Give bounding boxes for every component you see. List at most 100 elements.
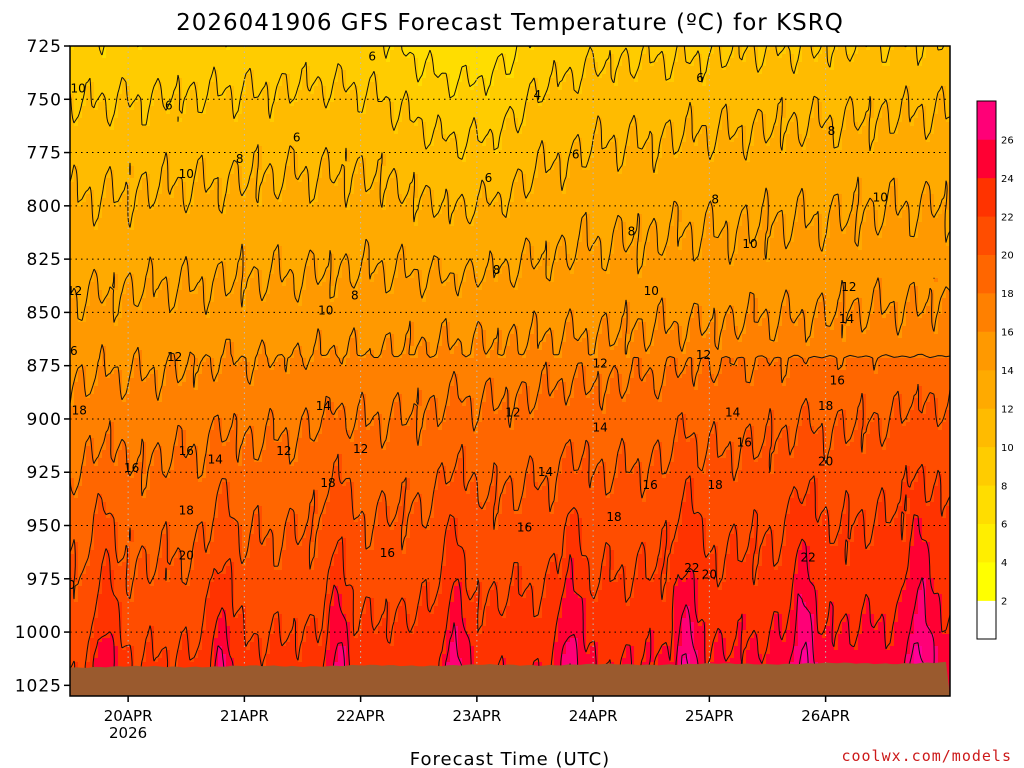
band-cell (306, 130, 311, 135)
band-cell (402, 54, 407, 59)
band-cell (610, 50, 615, 55)
band-cell (354, 94, 359, 99)
band-cell (430, 78, 435, 83)
band-cell (210, 86, 215, 91)
band-cell (606, 66, 611, 71)
band-cell (362, 82, 367, 87)
band-cell (810, 78, 815, 83)
band-cell (302, 102, 307, 107)
band-cell (338, 106, 343, 111)
band-cell (770, 102, 775, 107)
band-cell (106, 82, 111, 87)
band-cell (134, 54, 139, 59)
band-cell (662, 134, 667, 139)
band-cell (678, 74, 683, 79)
band-cell (882, 114, 887, 119)
band-cell (262, 90, 267, 95)
band-cell (230, 78, 235, 83)
band-cell (614, 106, 619, 111)
band-cell (902, 70, 907, 75)
band-cell (802, 74, 807, 79)
band-cell (138, 46, 143, 51)
band-cell (390, 54, 395, 59)
band-cell (262, 66, 267, 71)
band-cell (874, 66, 879, 71)
band-cell (638, 122, 643, 127)
band-cell (846, 82, 851, 87)
band-cell (698, 110, 703, 115)
band-cell (502, 110, 507, 115)
band-cell (450, 134, 455, 139)
band-cell (490, 106, 495, 111)
band-cell (378, 98, 383, 103)
band-cell (478, 134, 483, 139)
band-cell (158, 62, 163, 67)
band-cell (634, 98, 639, 103)
band-cell (410, 118, 415, 123)
band-cell (118, 86, 123, 91)
band-cell (742, 118, 747, 123)
band-cell (310, 58, 315, 63)
band-cell (258, 82, 263, 87)
band-cell (274, 130, 279, 135)
band-cell (674, 78, 679, 83)
band-cell (602, 58, 607, 63)
band-cell (214, 118, 219, 123)
band-cell (906, 110, 911, 115)
band-cell (674, 94, 679, 99)
band-cell (270, 134, 275, 139)
band-cell (214, 114, 219, 119)
band-cell (390, 86, 395, 91)
band-cell (938, 118, 943, 123)
band-cell (306, 70, 311, 75)
band-cell (634, 66, 639, 71)
band-cell (422, 106, 427, 111)
band-cell (422, 58, 427, 63)
band-cell (862, 86, 867, 91)
band-cell (654, 86, 659, 91)
band-cell (862, 58, 867, 63)
band-cell (286, 82, 291, 87)
band-cell (290, 102, 295, 107)
band-cell (558, 82, 563, 87)
band-cell (422, 86, 427, 91)
band-cell (414, 46, 419, 51)
band-cell (406, 86, 411, 91)
band-cell (422, 62, 427, 67)
band-cell (666, 54, 671, 59)
band-cell (186, 70, 191, 75)
band-cell (634, 46, 639, 51)
band-cell (742, 46, 747, 51)
band-cell (706, 54, 711, 59)
band-cell (126, 86, 131, 91)
band-cell (854, 118, 859, 123)
band-cell (898, 82, 903, 87)
band-cell (434, 134, 439, 139)
band-cell (374, 66, 379, 71)
band-cell (606, 62, 611, 67)
band-cell (794, 90, 799, 95)
band-cell (918, 126, 923, 131)
band-cell (930, 62, 935, 67)
band-cell (278, 102, 283, 107)
band-cell (890, 98, 895, 103)
band-cell (438, 74, 443, 79)
band-cell (338, 130, 343, 135)
band-cell (890, 90, 895, 95)
band-cell (238, 82, 243, 87)
band-cell (410, 94, 415, 99)
band-cell (214, 126, 219, 131)
band-cell (654, 102, 659, 107)
band-cell (118, 74, 123, 79)
band-cell (858, 62, 863, 67)
band-cell (614, 46, 619, 51)
band-cell (798, 122, 803, 127)
band-cell (202, 70, 207, 75)
band-cell (370, 66, 375, 71)
band-cell (518, 110, 523, 115)
band-cell (678, 70, 683, 75)
band-cell (594, 118, 599, 123)
band-cell (238, 126, 243, 131)
band-cell (714, 98, 719, 103)
band-cell (98, 78, 103, 83)
